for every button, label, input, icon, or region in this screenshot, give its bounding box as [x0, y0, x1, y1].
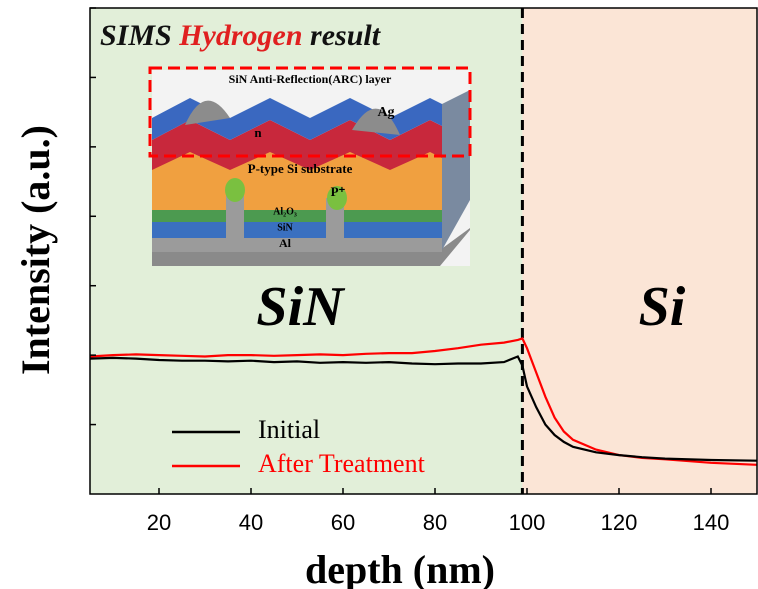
title-part: SIMS [100, 19, 172, 52]
inset-al2o3-layer [152, 210, 442, 222]
page: SiN Anti-Reflection(ARC) layer Ag n P-ty… [0, 0, 758, 589]
inset-label: P⁺ [331, 184, 346, 199]
x-tick-label: 120 [601, 510, 638, 535]
x-tick-label: 40 [239, 510, 263, 535]
inset-label: n [254, 125, 262, 140]
title-part: result [310, 19, 382, 52]
x-tick-label: 80 [423, 510, 447, 535]
inset-pplus [225, 178, 245, 202]
inset-label: P-type Si substrate [248, 161, 353, 176]
legend-label: Initial [258, 415, 320, 444]
x-tick-label: 60 [331, 510, 355, 535]
x-tick-label: 100 [509, 510, 546, 535]
chart-title: SIMS Hydrogen result [100, 19, 382, 52]
region-label: SiN [256, 276, 346, 338]
legend-label: After Treatment [258, 449, 426, 478]
region-label: Si [639, 276, 686, 338]
y-axis-label: Intensity (a.u.) [13, 125, 58, 375]
inset-label: SiN [277, 222, 293, 233]
inset-sin-layer [152, 222, 442, 238]
inset-al-layer [152, 238, 442, 252]
chart: SiN Anti-Reflection(ARC) layer Ag n P-ty… [0, 0, 758, 589]
inset-diagram: SiN Anti-Reflection(ARC) layer Ag n P-ty… [150, 68, 470, 266]
x-axis-label: depth (nm) [305, 547, 495, 589]
x-tick-label: 20 [147, 510, 171, 535]
inset-label: Al [279, 236, 292, 250]
title-part: Hydrogen [178, 19, 302, 52]
inset-label: SiN Anti-Reflection(ARC) layer [229, 72, 392, 86]
inset-label: Al₂O₃ [273, 206, 297, 217]
inset-label: Ag [377, 105, 394, 120]
x-tick-label: 140 [693, 510, 730, 535]
